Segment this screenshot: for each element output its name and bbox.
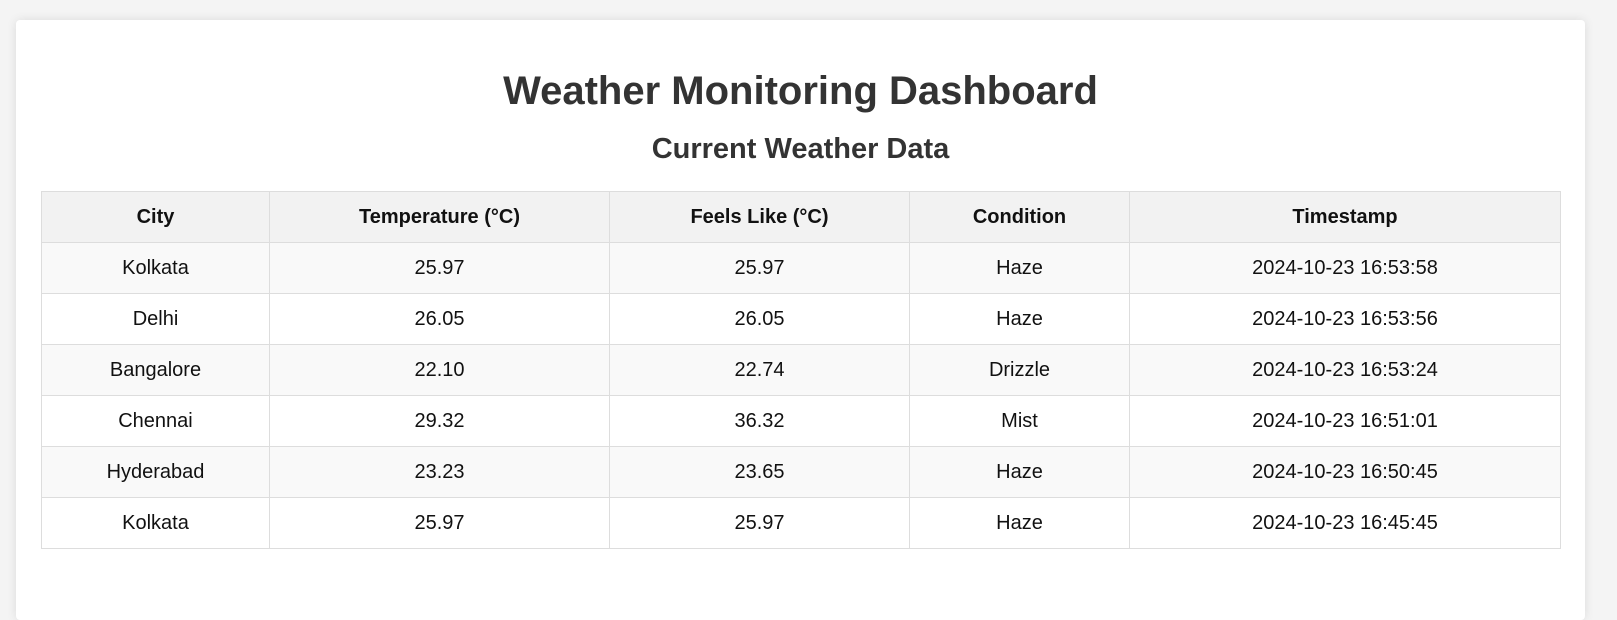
cell-feels-like: 26.05 — [609, 293, 910, 345]
section-title: Current Weather Data — [651, 133, 950, 165]
cell-condition: Drizzle — [909, 344, 1130, 396]
table-row: Kolkata 25.97 25.97 Haze 2024-10-23 16:5… — [41, 242, 1561, 294]
cell-city: Bangalore — [41, 344, 270, 396]
column-header-timestamp: Timestamp — [1129, 191, 1561, 243]
cell-condition: Haze — [909, 446, 1130, 498]
cell-temperature: 26.05 — [269, 293, 610, 345]
cell-feels-like: 22.74 — [609, 344, 910, 396]
cell-city: Kolkata — [41, 497, 270, 549]
column-header-condition: Condition — [909, 191, 1130, 243]
cell-temperature: 22.10 — [269, 344, 610, 396]
cell-city: Kolkata — [41, 242, 270, 294]
cell-feels-like: 23.65 — [609, 446, 910, 498]
cell-timestamp: 2024-10-23 16:53:56 — [1129, 293, 1561, 345]
cell-feels-like: 25.97 — [609, 497, 910, 549]
cell-timestamp: 2024-10-23 16:53:24 — [1129, 344, 1561, 396]
table-row: Chennai 29.32 36.32 Mist 2024-10-23 16:5… — [41, 395, 1561, 447]
cell-timestamp: 2024-10-23 16:53:58 — [1129, 242, 1561, 294]
weather-table: City Temperature (°C) Feels Like (°C) Co… — [41, 191, 1561, 549]
cell-temperature: 23.23 — [269, 446, 610, 498]
cell-city: Chennai — [41, 395, 270, 447]
dashboard-card: Weather Monitoring Dashboard Current Wea… — [16, 20, 1585, 620]
table-row: Bangalore 22.10 22.74 Drizzle 2024-10-23… — [41, 344, 1561, 396]
cell-temperature: 29.32 — [269, 395, 610, 447]
column-header-temperature: Temperature (°C) — [269, 191, 610, 243]
cell-feels-like: 25.97 — [609, 242, 910, 294]
cell-condition: Haze — [909, 293, 1130, 345]
cell-temperature: 25.97 — [269, 242, 610, 294]
cell-city: Hyderabad — [41, 446, 270, 498]
cell-feels-like: 36.32 — [609, 395, 910, 447]
cell-timestamp: 2024-10-23 16:50:45 — [1129, 446, 1561, 498]
column-header-city: City — [41, 191, 270, 243]
cell-timestamp: 2024-10-23 16:45:45 — [1129, 497, 1561, 549]
cell-timestamp: 2024-10-23 16:51:01 — [1129, 395, 1561, 447]
cell-condition: Haze — [909, 242, 1130, 294]
column-header-feels-like: Feels Like (°C) — [609, 191, 910, 243]
cell-condition: Haze — [909, 497, 1130, 549]
table-row: Hyderabad 23.23 23.65 Haze 2024-10-23 16… — [41, 446, 1561, 498]
page-title: Weather Monitoring Dashboard — [503, 69, 1098, 113]
table-row: Kolkata 25.97 25.97 Haze 2024-10-23 16:4… — [41, 497, 1561, 549]
cell-condition: Mist — [909, 395, 1130, 447]
table-row: Delhi 26.05 26.05 Haze 2024-10-23 16:53:… — [41, 293, 1561, 345]
cell-temperature: 25.97 — [269, 497, 610, 549]
cell-city: Delhi — [41, 293, 270, 345]
table-header-row: City Temperature (°C) Feels Like (°C) Co… — [41, 191, 1561, 243]
